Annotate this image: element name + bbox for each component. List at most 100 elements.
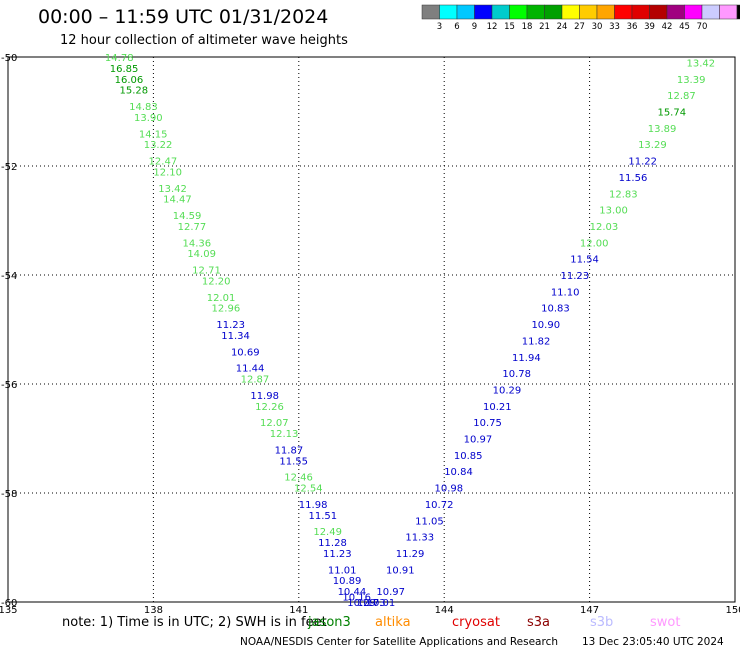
legend-color-swatch	[631, 4, 650, 20]
legend-color-swatch	[509, 4, 528, 20]
wave-height-label: 12.07	[260, 418, 289, 429]
wave-height-label: 13.89	[648, 124, 677, 135]
wave-height-label: 11.28	[318, 538, 347, 549]
wave-height-label: 11.55	[279, 456, 308, 467]
wave-height-label: 12.26	[255, 402, 284, 413]
wave-height-label: 11.23	[561, 271, 590, 282]
wave-height-label: 11.01	[328, 565, 357, 576]
legend-color-swatch	[561, 4, 580, 20]
legend-tick-label: 9	[472, 22, 477, 32]
wave-height-label: 12.13	[270, 429, 299, 440]
wave-height-label: 11.56	[619, 173, 648, 184]
wave-height-label: 12.01	[207, 293, 236, 304]
wave-height-label: 16.85	[110, 64, 139, 75]
wave-height-label: 11.98	[250, 391, 279, 402]
legend-color-swatch	[649, 4, 668, 20]
wave-height-label: 14.83	[129, 102, 158, 113]
wave-height-label: 11.98	[299, 500, 328, 511]
wave-height-label: 14.47	[163, 195, 192, 206]
wave-height-label: 11.23	[323, 549, 352, 560]
wave-height-label: 13.22	[144, 140, 173, 151]
legend-tick-label: 12	[487, 22, 498, 32]
legend-tick-label: 33	[609, 22, 620, 32]
wave-height-label: 11.33	[405, 533, 434, 544]
wave-height-label: 14.09	[187, 249, 216, 260]
wave-height-label: 10.01	[367, 598, 396, 609]
legend-tick-label: 6	[454, 22, 459, 32]
wave-height-label: 11.05	[415, 516, 444, 527]
wave-height-label: 13.39	[677, 75, 706, 86]
wave-height-label: 10.84	[444, 467, 473, 478]
wave-height-label: 12.77	[178, 222, 207, 233]
x-tick-label: 150	[725, 605, 740, 616]
legend-color-swatch	[421, 4, 440, 20]
wave-height-label: 10.44	[338, 587, 367, 598]
legend-color-swatch	[736, 4, 740, 20]
wave-height-label: 12.71	[192, 266, 221, 277]
footer-note: note: 1) Time is in UTC; 2) SWH is in fe…	[62, 615, 327, 630]
legend-color-swatch	[456, 4, 475, 20]
legend-tick-label: 45	[679, 22, 690, 32]
legend-tick-label: 21	[539, 22, 550, 32]
legend-color-swatch	[544, 4, 563, 20]
wave-height-label: 10.89	[333, 576, 362, 587]
wave-height-label: 11.54	[570, 255, 599, 266]
wave-height-label: 12.49	[313, 527, 342, 538]
wave-height-label: 11.51	[308, 511, 337, 522]
legend-color-swatch	[666, 4, 685, 20]
wave-height-label: 16.06	[115, 75, 144, 86]
wave-height-label: 14.59	[173, 211, 202, 222]
wave-height-label: 11.29	[396, 549, 425, 560]
wave-height-label: 10.75	[473, 418, 502, 429]
wave-height-label: 10.16	[342, 593, 371, 604]
wave-height-label: 10.29	[347, 598, 376, 609]
wave-height-label: 14.36	[182, 238, 211, 249]
plot-frame	[7, 56, 736, 603]
y-tick-label: -56	[1, 380, 17, 391]
x-tick-label: 141	[289, 605, 308, 616]
wave-height-label: 10.85	[454, 451, 483, 462]
y-tick-label: -50	[1, 53, 17, 64]
wave-height-label: 12.54	[294, 484, 323, 495]
mission-swot: swot	[650, 615, 680, 630]
chart-subtitle: 12 hour collection of altimeter wave hei…	[60, 33, 348, 48]
wave-height-label: 13.90	[134, 113, 163, 124]
wave-height-label: 13.00	[599, 206, 628, 217]
x-tick-label: 144	[435, 605, 454, 616]
wave-height-label: 10.78	[502, 369, 531, 380]
legend-tick-label: 15	[504, 22, 515, 32]
footer-timestamp: 13 Dec 23:05:40 UTC 2024	[582, 636, 724, 648]
wave-height-label: 13.29	[638, 140, 667, 151]
wave-height-label: 12.47	[149, 157, 178, 168]
x-tick-label: 138	[144, 605, 163, 616]
footer-credit: NOAA/NESDIS Center for Satellite Applica…	[240, 636, 558, 648]
wave-height-label: 11.94	[512, 353, 541, 364]
wave-height-label: 12.10	[153, 167, 182, 178]
wave-height-label: 12.03	[590, 222, 619, 233]
wave-height-label: 12.87	[241, 375, 270, 386]
legend-tick-label: 39	[644, 22, 655, 32]
wave-height-label: 14.78	[105, 53, 134, 64]
wave-height-label: 12.87	[667, 91, 696, 102]
wave-height-label: 10.83	[541, 304, 570, 315]
wave-height-label: 11.44	[236, 364, 265, 375]
wave-height-label: 10.97	[464, 435, 493, 446]
wave-height-label: 15.74	[657, 108, 686, 119]
y-tick-label: -58	[1, 489, 17, 500]
legend-color-swatch	[596, 4, 615, 20]
wave-height-label: 10.69	[231, 347, 260, 358]
wave-height-label: 10.73	[357, 598, 386, 609]
legend-tick-label: 3	[437, 22, 442, 32]
wave-height-label: 11.22	[628, 157, 657, 168]
wave-height-label: 10.91	[386, 565, 415, 576]
legend-color-swatch	[719, 4, 738, 20]
wave-height-label: 10.72	[425, 500, 454, 511]
legend-color-swatch	[526, 4, 545, 20]
x-tick-label: 147	[580, 605, 599, 616]
mission-cryosat: cryosat	[452, 615, 500, 630]
wave-height-label: 13.42	[687, 58, 716, 69]
y-tick-label: -52	[1, 162, 17, 173]
legend-tick-label: 42	[662, 22, 673, 32]
